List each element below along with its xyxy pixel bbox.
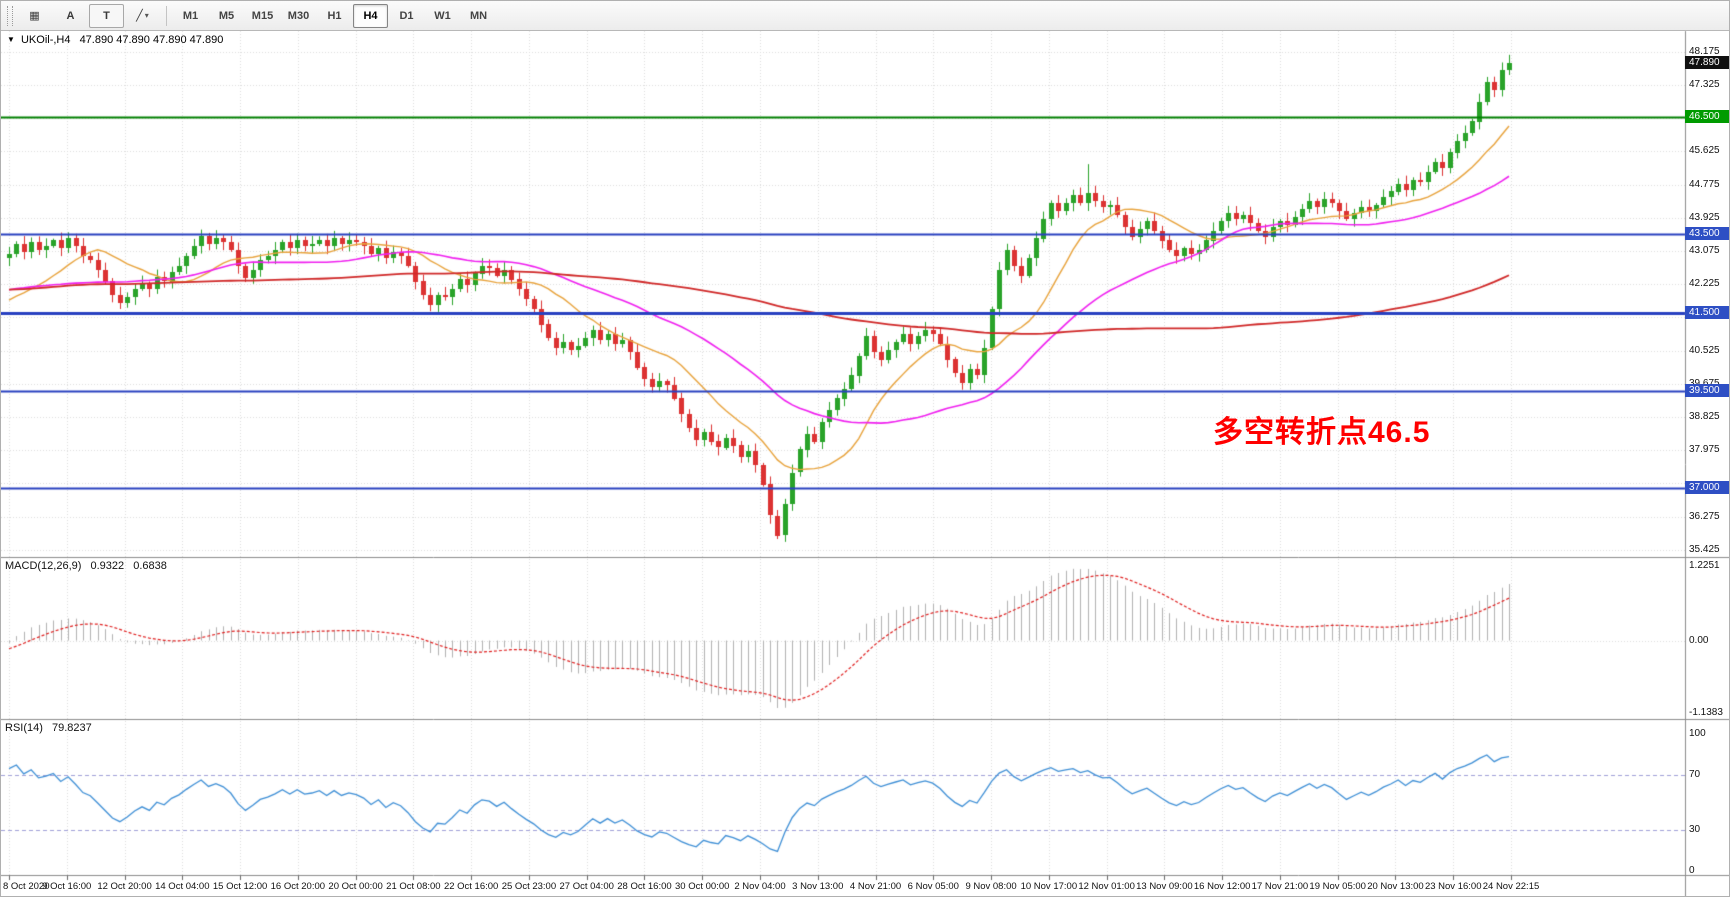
time-axis-label: 4 Nov 21:00 (849, 881, 902, 892)
time-axis-label: 15 Oct 12:00 (212, 881, 268, 892)
time-axis-label: 27 Oct 04:00 (559, 881, 614, 892)
price-badge: 39.500 (1685, 383, 1729, 397)
time-axis-label: 3 Nov 13:00 (792, 881, 844, 892)
price-tick-label: 36.275 (1689, 510, 1720, 522)
time-axis-label: 9 Nov 08:00 (965, 881, 1017, 892)
chart-ohlc-values: 47.890 47.890 47.890 47.890 (79, 34, 224, 46)
rsi-indicator-label: RSI(14) 79.8237 (5, 722, 92, 734)
timeframe-d1-button[interactable]: D1 (399, 9, 414, 22)
price-tick-label: 44.775 (1689, 178, 1720, 190)
timeframe-m1-button[interactable]: M1 (182, 9, 199, 22)
timeframe-h4-button[interactable]: H4 (353, 3, 388, 28)
time-axis-label: 28 Oct 16:00 (617, 881, 672, 892)
price-tick-label: 42.225 (1689, 278, 1720, 290)
rsi-axis-label: 0 (1689, 865, 1695, 876)
price-badge: 46.500 (1685, 110, 1729, 124)
dropdown-caret-icon: ▾ (144, 11, 149, 20)
rsi-axis-label: 100 (1689, 728, 1706, 739)
toolbar-drag-handle[interactable] (7, 5, 13, 26)
chart-title: ▼ UKOil-,H4 47.890 47.890 47.890 47.890 (7, 34, 223, 46)
macd-axis-zero-label: 0.00 (1689, 634, 1709, 646)
chart-symbol-period: UKOil-,H4 (20, 34, 71, 46)
timeframe-w1-button[interactable]: W1 (434, 9, 451, 22)
rsi-name: RSI(14) (5, 722, 43, 734)
macd-main-value: 0.9322 (90, 560, 125, 572)
macd-signal-value: 0.6838 (133, 560, 167, 572)
macd-axis-max-label: 1.2251 (1689, 560, 1720, 571)
time-axis-label: 12 Nov 01:00 (1078, 881, 1135, 892)
time-axis-label: 2 Nov 04:00 (734, 881, 786, 892)
price-tick-label: 43.925 (1689, 211, 1720, 223)
timeframe-m30-button[interactable]: M30 (287, 9, 310, 22)
time-axis-label: 23 Nov 16:00 (1424, 881, 1482, 892)
price-tick-label: 37.975 (1689, 444, 1720, 456)
time-axis-label: 22 Oct 16:00 (443, 881, 499, 892)
time-axis-label: 13 Nov 09:00 (1136, 881, 1193, 892)
timeframe-mn-button[interactable]: MN (469, 9, 488, 22)
time-axis-label: 17 Nov 21:00 (1251, 881, 1309, 892)
chart-grid-tool-button[interactable]: ▦ (17, 4, 52, 28)
chart-grid-tool-icon: ▦ (29, 10, 40, 22)
line-studies-tool-icon: ╱ (136, 10, 143, 22)
top-toolbar: ▦ A T ╱ ▾ M1 M5 M15 M30 H1 H4 D1 W1 MN (1, 1, 1729, 31)
rsi-axis-label: 30 (1689, 823, 1701, 835)
price-tick-label: 43.075 (1689, 245, 1720, 257)
macd-indicator-label: MACD(12,26,9) 0.9322 0.6838 (5, 560, 167, 572)
time-axis-label: 20 Nov 13:00 (1367, 881, 1424, 892)
time-axis-label: 14 Oct 04:00 (155, 881, 210, 892)
text-tool-button[interactable]: T (89, 3, 124, 28)
price-tick-label: 35.425 (1689, 543, 1720, 555)
drawing-tools-group: ▦ A T ╱ ▾ (17, 3, 160, 28)
time-axis-label: 9 Oct 16:00 (42, 881, 92, 892)
text-label-tool-icon: A (66, 9, 75, 22)
time-axis-label: 10 Nov 17:00 (1020, 881, 1078, 892)
time-axis-label: 16 Oct 20:00 (270, 881, 326, 892)
time-axis-label: 6 Nov 05:00 (907, 881, 959, 892)
text-label-tool-button[interactable]: A (53, 4, 88, 28)
time-axis-label: 16 Nov 12:00 (1193, 881, 1251, 892)
text-tool-icon: T (103, 9, 110, 22)
macd-name: MACD(12,26,9) (5, 560, 82, 572)
rsi-axis-label: 70 (1689, 769, 1701, 781)
time-axis-label: 24 Nov 22:15 (1482, 881, 1540, 892)
toolbar-separator (166, 5, 167, 26)
price-scale[interactable]: 48.175 47.325 45.625 44.775 43.925 43.075 42.2… (1685, 31, 1729, 896)
line-studies-tool-button[interactable]: ╱ ▾ (125, 4, 160, 28)
time-axis-label: 25 Oct 23:00 (501, 881, 557, 892)
macd-axis-min-label: -1.1383 (1689, 707, 1723, 718)
timeframe-h1-button[interactable]: H1 (327, 9, 342, 22)
time-axis-label: 19 Nov 05:00 (1309, 881, 1366, 892)
time-axis-label: 20 Oct 00:00 (328, 881, 383, 892)
price-tick-label: 48.175 (1689, 45, 1720, 57)
price-tick-label: 45.625 (1689, 145, 1720, 157)
price-badge: 47.890 (1685, 56, 1729, 70)
time-axis-label: 12 Oct 20:00 (97, 881, 152, 892)
price-tick-label: 47.325 (1689, 79, 1720, 91)
price-badge: 43.500 (1685, 227, 1729, 241)
annotation-text: 多空转折点46.5 (1213, 416, 1431, 449)
time-axis-label: 8 Oct 2020 (3, 881, 50, 892)
time-axis-label: 21 Oct 08:00 (386, 881, 441, 892)
price-tick-label: 40.525 (1689, 344, 1720, 356)
timeframe-group: M1 M5 M15 M30 H1 H4 D1 W1 MN (173, 3, 496, 28)
timeframe-m15-button[interactable]: M15 (251, 9, 274, 22)
rsi-value: 79.8237 (51, 722, 92, 734)
price-badge: 41.500 (1685, 305, 1729, 319)
chart-marker-icon: ▼ (7, 35, 15, 44)
price-tick-label: 39.675 (1689, 378, 1720, 389)
time-axis-label: 30 Oct 00:00 (675, 881, 730, 892)
price-badge: 37.000 (1685, 481, 1729, 495)
price-tick-label: 38.825 (1689, 411, 1720, 422)
time-scale[interactable]: 8 Oct 2020 9 Oct 16:00 12 Oct 20:00 14 Oct … (1, 875, 1685, 896)
timeframe-m5-button[interactable]: M5 (218, 9, 235, 22)
